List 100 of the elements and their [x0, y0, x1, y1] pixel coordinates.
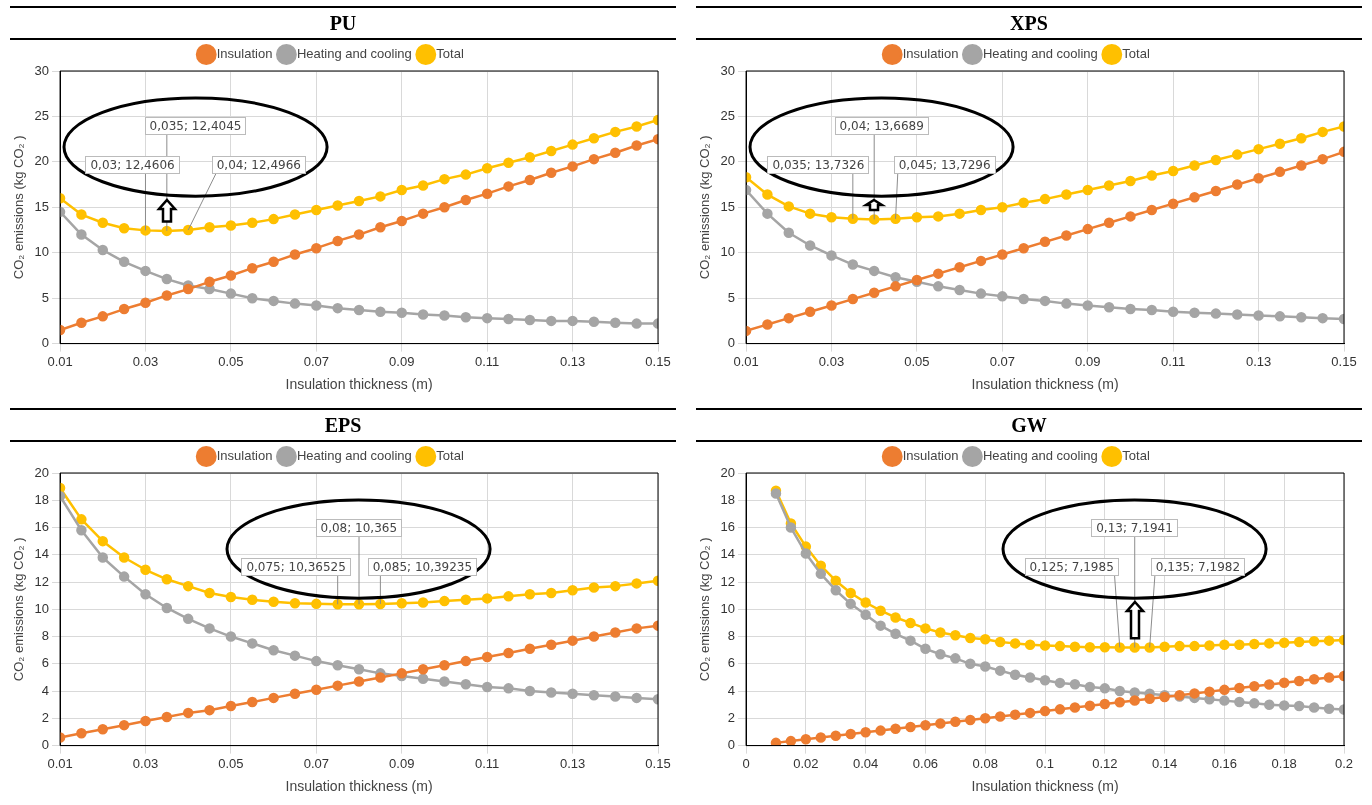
annotation: 0,04; 12,4966	[211, 155, 306, 174]
x-tick-label: 0.01	[47, 755, 73, 771]
annotation: 0,08; 10,365	[315, 518, 403, 537]
y-tick-label: 15	[34, 198, 50, 214]
x-tick-label: 0.05	[904, 353, 930, 369]
chart-title: EPS	[10, 408, 676, 442]
x-axis-title: Insulation thickness (m)	[971, 376, 1119, 393]
legend-label: Heating and cooling	[296, 448, 412, 464]
annotation: 0,135; 7,1982	[1150, 557, 1246, 576]
annotation: 0,035; 13,7326	[767, 155, 870, 174]
annotation: 0,075; 10,36525	[241, 557, 351, 576]
x-tick-label: 0.09	[389, 353, 415, 369]
y-tick-label: 10	[720, 600, 736, 616]
x-tick-label: 0.2	[1334, 755, 1354, 771]
x-tick-label: 0.18	[1271, 755, 1297, 771]
y-tick-label: 4	[41, 682, 50, 698]
annotation: 0,125; 7,1985	[1024, 557, 1119, 576]
chart-title: XPS	[696, 6, 1362, 40]
x-tick-label: 0.13	[559, 353, 586, 369]
y-tick-label: 14	[34, 546, 50, 562]
x-tick-label: 0.11	[1160, 353, 1186, 369]
chart-title: PU	[10, 6, 676, 40]
x-axis-title: Insulation thickness (m)	[971, 778, 1119, 795]
x-axis-title: Insulation thickness (m)	[285, 376, 433, 393]
y-tick-label: 12	[34, 573, 50, 589]
y-tick-label: 20	[720, 464, 736, 480]
legend-label: Total	[436, 448, 464, 464]
y-tick-label: 30	[720, 62, 736, 78]
annotation: 0,04; 13,6689	[834, 116, 929, 135]
x-tick-label: 0.01	[47, 353, 73, 369]
x-tick-label: 0.03	[132, 755, 159, 771]
y-tick-label: 18	[720, 491, 736, 507]
x-tick-label: 0.14	[1151, 755, 1178, 771]
legend-label: Insulation	[902, 448, 959, 464]
y-tick-label: 2	[727, 709, 736, 725]
x-tick-label: 0.15	[645, 353, 671, 369]
y-tick-label: 12	[720, 573, 736, 589]
legend-label: Heating and cooling	[982, 46, 1098, 62]
x-tick-label: 0.08	[972, 755, 998, 771]
x-tick-label: 0.05	[218, 353, 244, 369]
legend-label: Insulation	[216, 46, 273, 62]
y-tick-label: 6	[41, 655, 50, 671]
x-tick-label: 0.06	[912, 755, 939, 771]
x-axis-title: Insulation thickness (m)	[285, 778, 433, 795]
x-tick-label: 0	[742, 755, 750, 771]
y-tick-label: 10	[34, 244, 50, 260]
y-tick-label: 18	[34, 491, 50, 507]
y-tick-label: 15	[720, 198, 736, 214]
y-axis-title: CO₂ emissions (kg CO₂ )	[697, 537, 713, 682]
legend-label: Insulation	[216, 448, 273, 464]
legend-label: Total	[1122, 46, 1150, 62]
y-tick-label: 5	[727, 289, 736, 305]
y-tick-label: 30	[34, 62, 50, 78]
y-tick-label: 5	[41, 289, 50, 305]
annotation: 0,045; 13,7296	[893, 155, 996, 174]
y-tick-label: 0	[41, 335, 50, 351]
x-tick-label: 0.07	[303, 353, 329, 369]
x-tick-label: 0.15	[645, 755, 671, 771]
x-tick-label: 0.15	[1331, 353, 1357, 369]
y-tick-label: 6	[727, 655, 736, 671]
y-axis-title: CO₂ emissions (kg CO₂ )	[697, 135, 713, 280]
legend-label: Total	[436, 46, 464, 62]
x-tick-label: 0.1	[1035, 755, 1055, 771]
y-tick-label: 14	[720, 546, 736, 562]
y-axis-title: CO₂ emissions (kg CO₂ )	[11, 135, 27, 280]
legend-label: Heating and cooling	[296, 46, 412, 62]
annotation: 0,085; 10,39235	[367, 557, 478, 576]
x-tick-label: 0.09	[1075, 353, 1101, 369]
y-tick-label: 25	[720, 108, 736, 124]
y-tick-label: 20	[34, 464, 50, 480]
y-tick-label: 16	[34, 519, 50, 535]
y-tick-label: 8	[41, 628, 50, 644]
y-tick-label: 10	[720, 244, 736, 260]
x-tick-label: 0.13	[1245, 353, 1272, 369]
legend-label: Total	[1122, 448, 1150, 464]
legend-label: Heating and cooling	[982, 448, 1098, 464]
y-tick-label: 25	[34, 108, 50, 124]
x-tick-label: 0.05	[218, 755, 244, 771]
y-axis-title: CO₂ emissions (kg CO₂ )	[11, 537, 27, 682]
y-tick-label: 20	[720, 153, 736, 169]
x-tick-label: 0.11	[474, 755, 500, 771]
legend-label: Insulation	[902, 46, 959, 62]
x-tick-label: 0.01	[733, 353, 759, 369]
y-tick-label: 0	[727, 737, 736, 753]
y-tick-label: 8	[727, 628, 736, 644]
x-tick-label: 0.07	[303, 755, 329, 771]
y-tick-label: 16	[720, 519, 736, 535]
annotation: 0,03; 12,4606	[85, 155, 180, 174]
y-tick-label: 20	[34, 153, 50, 169]
x-tick-label: 0.03	[132, 353, 159, 369]
y-tick-label: 4	[727, 682, 736, 698]
annotation: 0,035; 12,4045	[144, 116, 247, 135]
y-tick-label: 0	[727, 335, 736, 351]
x-tick-label: 0.03	[818, 353, 845, 369]
x-tick-label: 0.11	[474, 353, 500, 369]
x-tick-label: 0.09	[389, 755, 415, 771]
y-tick-label: 10	[34, 600, 50, 616]
annotation: 0,13; 7,1941	[1091, 518, 1178, 537]
y-tick-label: 0	[41, 737, 50, 753]
chart-title: GW	[696, 408, 1362, 442]
